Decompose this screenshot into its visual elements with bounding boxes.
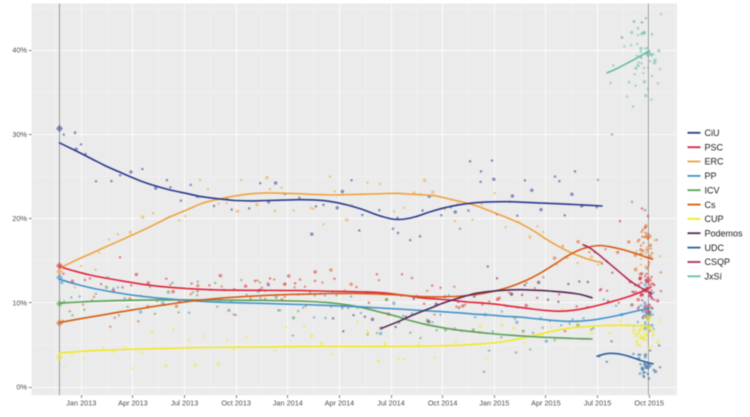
- svg-text:Jul 2013: Jul 2013: [171, 399, 199, 408]
- svg-text:Apr 2013: Apr 2013: [118, 399, 148, 408]
- svg-text:Podemos: Podemos: [705, 228, 744, 238]
- svg-text:Jul 2015: Jul 2015: [584, 399, 612, 408]
- svg-text:ICV: ICV: [705, 185, 720, 195]
- svg-text:40%: 40%: [12, 46, 27, 55]
- svg-text:0%: 0%: [16, 383, 27, 392]
- svg-text:PP: PP: [705, 171, 717, 181]
- svg-text:30%: 30%: [12, 130, 27, 139]
- svg-text:Jul 2014: Jul 2014: [377, 399, 405, 408]
- svg-text:Apr 2014: Apr 2014: [325, 399, 355, 408]
- svg-text:Jan 2015: Jan 2015: [479, 399, 509, 408]
- svg-text:CiU: CiU: [705, 128, 720, 138]
- svg-text:CSQP: CSQP: [705, 257, 731, 267]
- svg-text:JxSí: JxSí: [705, 272, 723, 282]
- svg-text:ERC: ERC: [705, 157, 725, 167]
- svg-text:20%: 20%: [12, 214, 27, 223]
- svg-text:CUP: CUP: [705, 214, 724, 224]
- svg-text:Cs: Cs: [705, 200, 716, 210]
- svg-text:Jan 2013: Jan 2013: [66, 399, 96, 408]
- svg-text:UDC: UDC: [705, 243, 725, 253]
- svg-text:10%: 10%: [12, 298, 27, 307]
- svg-text:Oct 2015: Oct 2015: [634, 399, 664, 408]
- svg-text:PSC: PSC: [705, 142, 724, 152]
- svg-text:Apr 2015: Apr 2015: [531, 399, 561, 408]
- svg-text:Oct 2014: Oct 2014: [428, 399, 458, 408]
- svg-text:Oct 2013: Oct 2013: [221, 399, 251, 408]
- svg-text:Jan 2014: Jan 2014: [273, 399, 303, 408]
